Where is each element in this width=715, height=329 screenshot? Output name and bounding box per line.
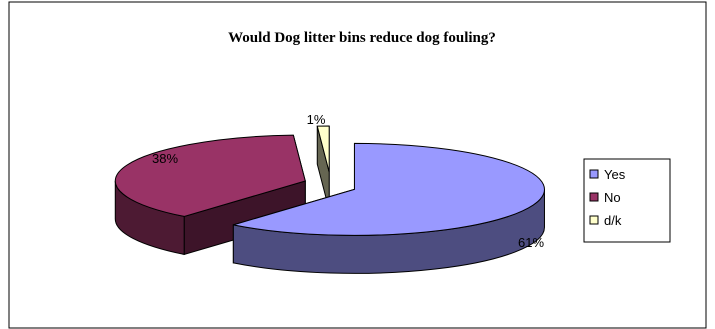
legend-swatch-dk — [589, 215, 599, 225]
legend-label-no: No — [604, 190, 621, 205]
pie-tops — [114, 125, 545, 236]
data-label-yes: 61% — [518, 235, 544, 250]
legend-swatch-yes — [589, 169, 599, 179]
data-label-dk: 1% — [307, 112, 326, 127]
data-label-no: 38% — [152, 151, 178, 166]
legend-label-dk: d/k — [604, 213, 622, 228]
pie-slice-yes — [233, 142, 545, 236]
legend-swatch-no — [589, 192, 599, 202]
pie-slice-no — [114, 134, 306, 217]
pie-slice-dk — [316, 125, 330, 173]
chart-title: Would Dog litter bins reduce dog fouling… — [228, 30, 496, 46]
data-labels: 61% 38% 1% — [152, 112, 544, 250]
legend-label-yes: Yes — [604, 167, 626, 182]
legend: Yes No d/k — [583, 158, 671, 243]
